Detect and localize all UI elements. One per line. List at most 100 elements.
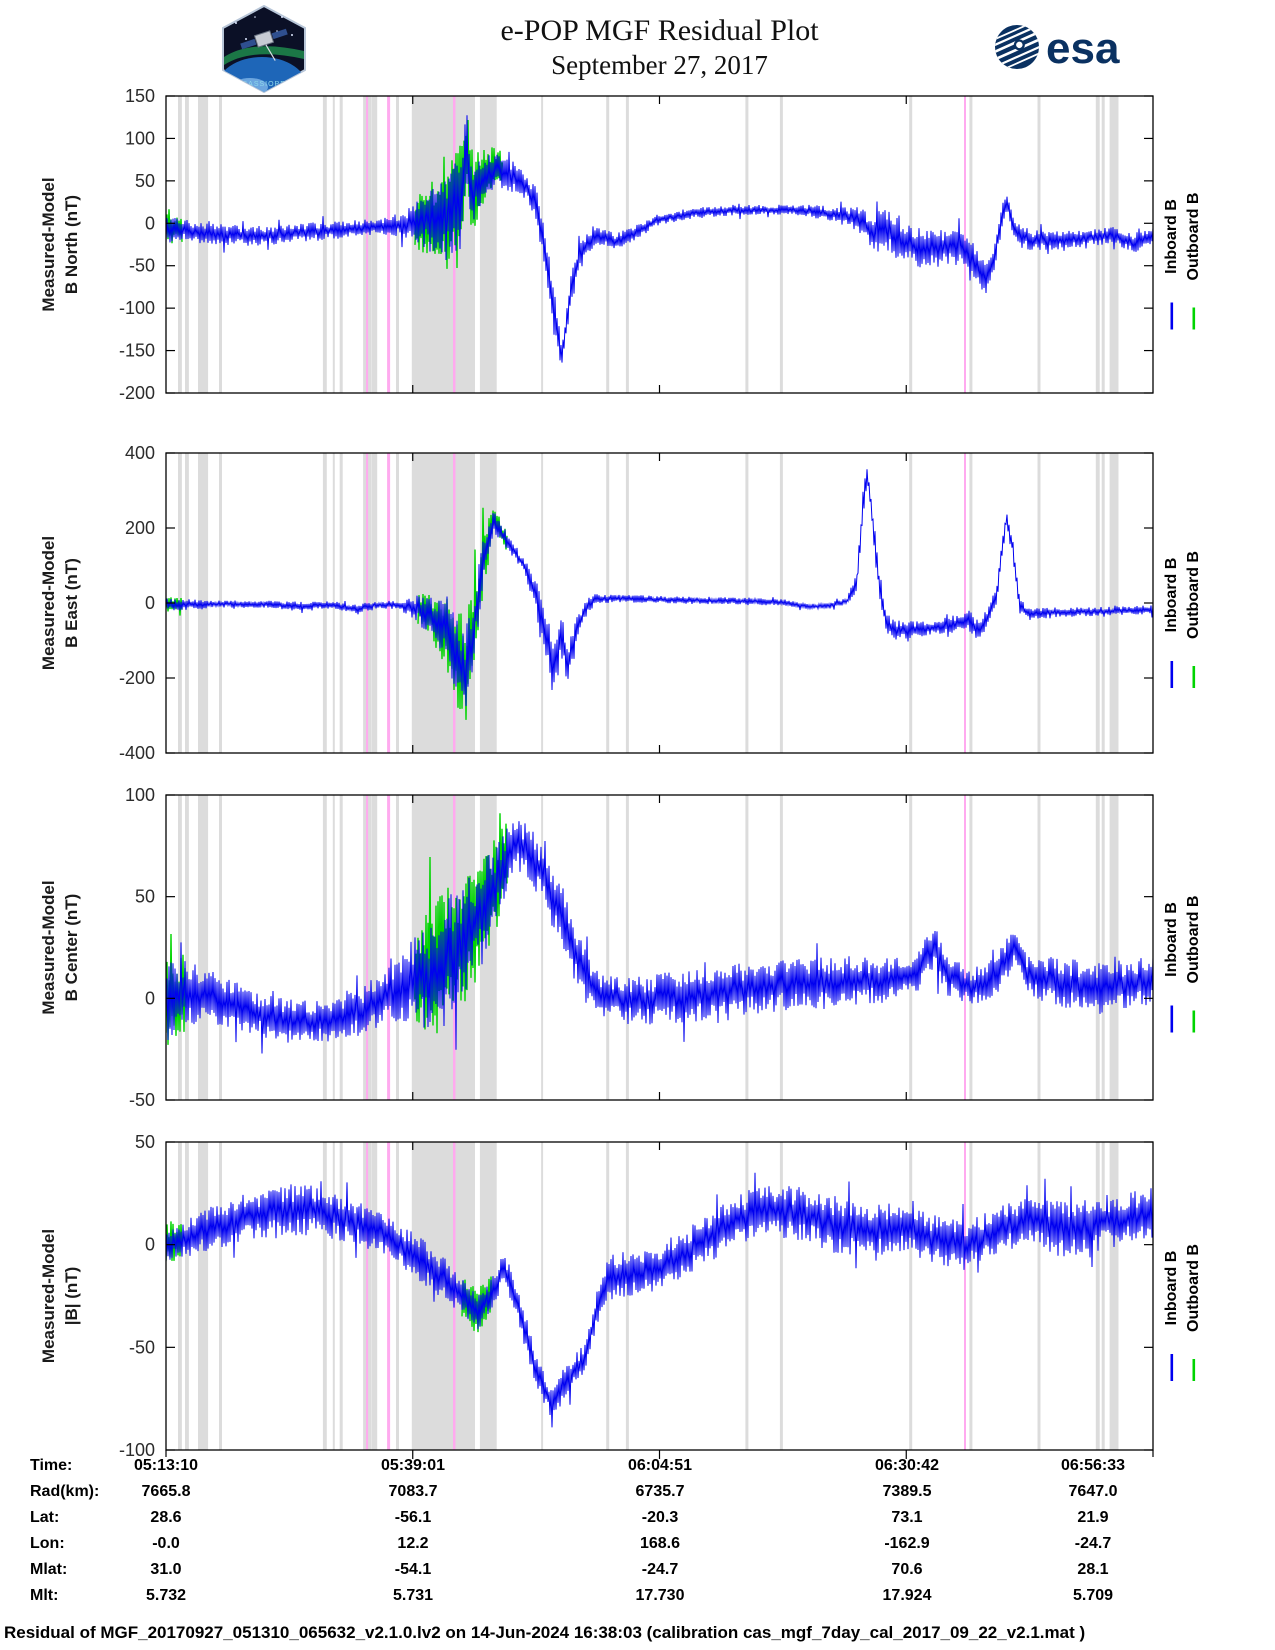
event-line	[387, 1142, 391, 1450]
shaded-region	[541, 795, 544, 1100]
shaded-region	[322, 795, 327, 1100]
shaded-region	[339, 1142, 343, 1450]
table-value: 7083.7	[388, 1483, 438, 1500]
table-value: -54.1	[394, 1561, 432, 1578]
legend-inboard-sample	[1170, 302, 1174, 330]
event-line	[366, 96, 369, 393]
shaded-region	[178, 1142, 182, 1450]
y-tick-label: -50	[129, 256, 155, 276]
shaded-region	[1109, 453, 1119, 753]
inboard-b-series	[166, 821, 1153, 1054]
patch-aurora	[224, 46, 304, 65]
table-value: 05:39:01	[380, 1457, 446, 1474]
table-value: 05:13:10	[133, 1457, 199, 1474]
legend-inboard-label: Inboard B	[1163, 1251, 1180, 1326]
shaded-region	[779, 1142, 783, 1450]
shaded-region	[185, 795, 189, 1100]
table-value: 28.1	[1077, 1561, 1109, 1578]
table-value: 17.924	[882, 1587, 932, 1604]
shaded-region	[1095, 1142, 1100, 1450]
shaded-region	[1109, 795, 1119, 1100]
shaded-region	[625, 96, 629, 393]
shaded-region	[332, 96, 335, 393]
table-value: 06:04:51	[627, 1457, 693, 1474]
footnote-calibration-text: Residual of MGF_20170927_051310_065632_v…	[4, 1623, 1086, 1642]
table-value: -20.3	[641, 1509, 679, 1526]
shaded-region	[185, 1142, 189, 1450]
table-value: 5.732	[145, 1587, 187, 1604]
inboard-b-series	[166, 115, 1153, 363]
y-axis-label-line1: Measured-Model	[39, 177, 58, 311]
y-axis-label-line1: Measured-Model	[39, 536, 58, 670]
shaded-region	[625, 453, 629, 753]
table-value: 7389.5	[882, 1483, 932, 1500]
y-tick-label: 100	[125, 128, 155, 148]
legend-outboard-label: Outboard B	[1185, 193, 1202, 281]
shaded-region	[185, 96, 189, 393]
shaded-region	[332, 795, 335, 1100]
event-line	[964, 453, 966, 753]
y-tick-label: -100	[119, 1440, 155, 1460]
event-line	[366, 1142, 369, 1450]
legend-inboard-label: Inboard B	[1163, 199, 1180, 274]
event-line	[387, 795, 391, 1100]
shaded-region	[1101, 795, 1105, 1100]
panel-b-center: 100 50 0 -50 Measured-Model B Center (nT) Inbo…	[39, 785, 1202, 1110]
inboard-b-series	[166, 469, 1153, 707]
y-tick-label: 0	[145, 1235, 155, 1255]
shaded-region	[606, 453, 610, 753]
event-line	[453, 96, 456, 393]
table-value: 06:30:42	[874, 1457, 940, 1474]
legend-inboard-label: Inboard B	[1163, 902, 1180, 977]
event-line	[387, 96, 391, 393]
shaded-region	[371, 1142, 378, 1450]
y-axis-label-line2: B North (nT)	[62, 195, 81, 294]
shaded-region	[178, 96, 182, 393]
panel-b-east: 400 200 0 -200 -400 Measured-Model B East (nT)…	[39, 443, 1202, 763]
shaded-region	[396, 795, 399, 1100]
page-subtitle-date: September 27, 2017	[551, 50, 768, 80]
panel-border	[165, 794, 1154, 1101]
shaded-region	[1095, 453, 1100, 753]
table-value: 7647.0	[1068, 1483, 1118, 1500]
shaded-region	[745, 795, 749, 1100]
shaded-region	[339, 453, 343, 753]
shaded-region	[371, 453, 378, 753]
shaded-region	[1037, 453, 1041, 753]
table-value: 28.6	[150, 1509, 182, 1526]
table-value: 6735.7	[635, 1483, 685, 1500]
shaded-region	[198, 96, 209, 393]
panel-border	[165, 452, 1154, 754]
shaded-region	[322, 1142, 327, 1450]
shaded-region	[606, 795, 610, 1100]
legend-inboard-label: Inboard B	[1163, 558, 1180, 633]
shaded-region	[625, 1142, 629, 1450]
patch-label: CASSIOPE	[242, 81, 286, 88]
event-line	[964, 795, 966, 1100]
y-tick-label: -50	[129, 1090, 155, 1110]
page-title: e-POP MGF Residual Plot	[500, 14, 819, 47]
shaded-region	[606, 1142, 610, 1450]
shaded-region	[909, 1142, 913, 1450]
shaded-region	[625, 795, 629, 1100]
y-tick-label: -400	[119, 743, 155, 763]
y-tick-label: -100	[119, 298, 155, 318]
event-line	[366, 453, 369, 753]
table-value: 5.709	[1072, 1587, 1114, 1604]
shaded-region	[371, 96, 378, 393]
shaded-region	[396, 96, 399, 393]
table-value: 31.0	[150, 1561, 182, 1578]
legend-inboard-sample	[1170, 1005, 1174, 1033]
table-value: 7665.8	[141, 1483, 191, 1500]
y-axis-label-line2: B Center (nT)	[62, 894, 81, 1002]
shaded-region	[479, 453, 497, 753]
panel--b-: 50 0 -50 -100 Measured-Model |B| (nT) Inboard …	[39, 1132, 1202, 1460]
shaded-region	[1095, 795, 1100, 1100]
legend-outboard-sample	[1192, 1010, 1196, 1033]
shaded-region	[1037, 795, 1041, 1100]
patch-satellite	[240, 28, 288, 61]
table-value: 70.6	[891, 1561, 923, 1578]
y-tick-label: 200	[125, 518, 155, 538]
y-axis-label-line1: Measured-Model	[39, 1229, 58, 1363]
shaded-region	[969, 1142, 973, 1450]
